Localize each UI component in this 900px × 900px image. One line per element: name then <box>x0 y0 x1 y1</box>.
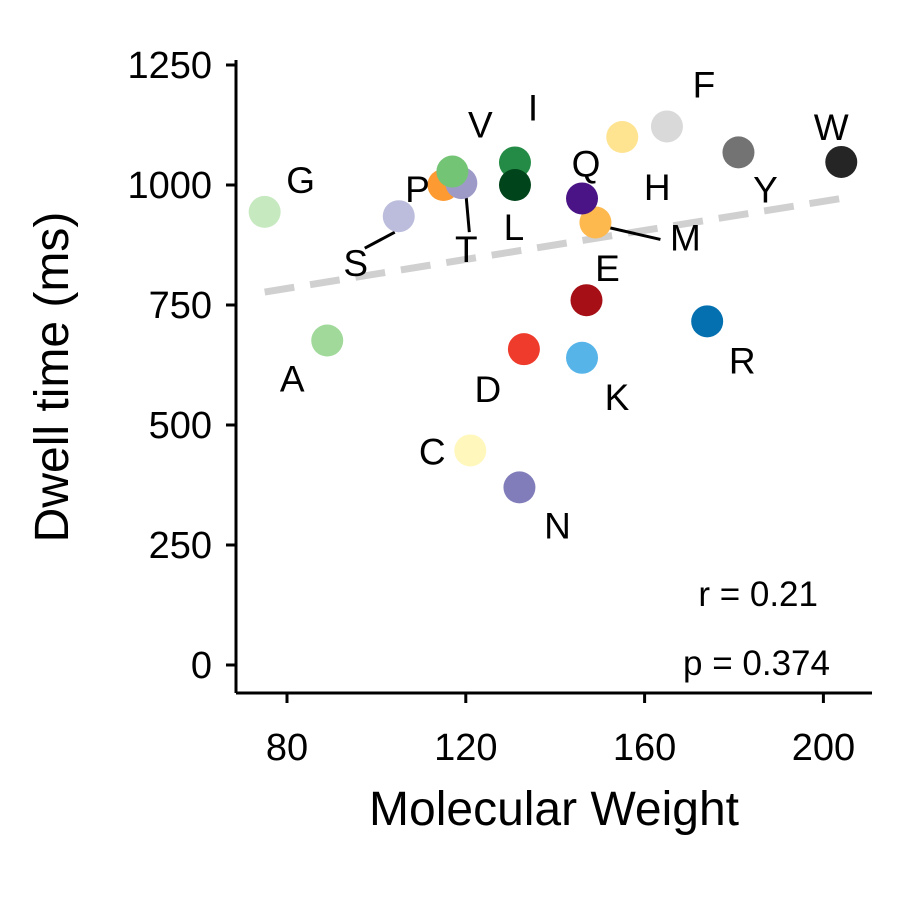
point-label-V: V <box>468 105 493 146</box>
x-tick-label: 200 <box>792 727 855 769</box>
y-axis-title: Dwell time (ms) <box>26 212 79 543</box>
point-W <box>825 145 858 178</box>
point-label-W: W <box>814 107 849 148</box>
leader-line-S <box>364 230 396 250</box>
y-tick-label: 750 <box>149 285 212 327</box>
point-G <box>248 195 281 228</box>
point-S <box>382 200 415 233</box>
point-label-Q: Q <box>572 143 601 184</box>
y-tick-label: 1250 <box>127 45 212 87</box>
p-value: p = 0.374 <box>683 644 830 683</box>
point-E <box>570 284 603 317</box>
x-tick-label: 120 <box>434 727 497 769</box>
point-K <box>566 341 599 374</box>
point-R <box>691 305 724 338</box>
point-label-M: M <box>670 217 701 258</box>
point-M <box>579 206 612 239</box>
point-label-H: H <box>644 167 671 208</box>
x-axis-title: Molecular Weight <box>369 783 739 836</box>
point-F <box>650 110 683 143</box>
point-label-S: S <box>343 243 368 284</box>
y-tick-label: 250 <box>149 525 212 567</box>
points-layer <box>248 110 858 504</box>
point-label-E: E <box>595 248 620 289</box>
y-tick-label: 500 <box>149 405 212 447</box>
point-H <box>606 121 639 153</box>
point-label-I: I <box>528 87 538 128</box>
point-Y <box>722 136 755 169</box>
point-label-G: G <box>286 160 315 201</box>
point-label-A: A <box>280 359 305 400</box>
x-ticks: 80 120 160 200 <box>266 693 855 769</box>
point-label-N: N <box>544 505 571 546</box>
point-C <box>454 434 487 467</box>
point-L <box>498 169 531 201</box>
y-tick-label: 1000 <box>127 165 212 207</box>
point-label-C: C <box>419 431 446 472</box>
point-label-L: L <box>504 207 525 248</box>
point-label-D: D <box>475 369 502 410</box>
trend-line <box>264 194 842 296</box>
trend-layer <box>264 194 842 296</box>
point-label-Y: Y <box>753 169 778 210</box>
point-I <box>498 146 531 179</box>
point-N <box>503 471 536 504</box>
point-label-F: F <box>693 64 716 105</box>
y-tick-label: 0 <box>191 645 212 687</box>
y-ticks: 0 250 500 750 1000 1250 <box>127 45 236 687</box>
r-value: r = 0.21 <box>698 575 818 614</box>
point-label-R: R <box>729 340 756 381</box>
point-label-P: P <box>405 169 430 210</box>
point-A <box>311 324 344 357</box>
point-label-T: T <box>455 229 478 270</box>
point-D <box>507 333 540 366</box>
x-tick-label: 80 <box>266 727 308 769</box>
point-V <box>436 155 469 188</box>
labels-layer: A CD E F G H I K L M N P Q R S T V WY <box>280 64 849 546</box>
point-Q <box>566 182 599 215</box>
x-tick-label: 160 <box>613 727 676 769</box>
point-label-K: K <box>605 377 630 418</box>
axes: 0 250 500 750 1000 1250 80 120 160 200 <box>127 45 872 769</box>
